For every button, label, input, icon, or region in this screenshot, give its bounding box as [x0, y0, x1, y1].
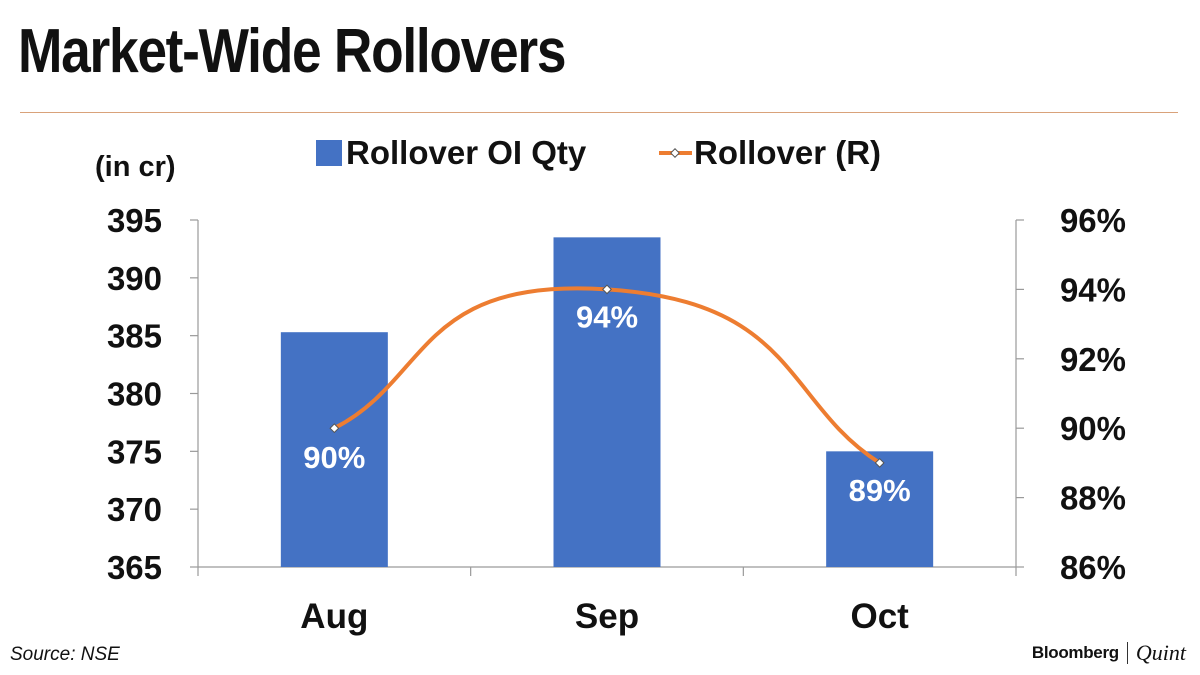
- right-tick-label: 88%: [1060, 480, 1126, 517]
- left-tick-label: 375: [107, 433, 162, 470]
- brand-logo: Bloomberg Quint: [1032, 640, 1186, 666]
- x-category-label: Aug: [300, 597, 368, 636]
- bar-rollover-oi-qty-aug: [280, 332, 388, 567]
- left-tick-label: 385: [107, 318, 162, 355]
- legend-label-rollover: Rollover (R): [694, 134, 881, 171]
- rollover-data-label: 94%: [576, 299, 638, 334]
- legend-label-rollover-oi-qty: Rollover OI Qty: [346, 134, 587, 171]
- brand-primary: Bloomberg: [1031, 643, 1119, 662]
- rollover-data-label: 89%: [849, 473, 911, 508]
- right-tick-label: 86%: [1060, 549, 1126, 586]
- chart-title: Market-Wide Rollovers: [18, 17, 567, 86]
- left-tick-label: 365: [107, 549, 162, 586]
- brand-secondary: Quint: [1135, 640, 1186, 665]
- legend-marker-rollover: [670, 148, 680, 158]
- bar-rollover-oi-qty-oct: [826, 451, 934, 567]
- x-category-label: Sep: [575, 597, 639, 636]
- legend-swatch-rollover-oi-qty: [316, 140, 342, 166]
- right-tick-label: 94%: [1060, 271, 1126, 308]
- right-tick-label: 96%: [1060, 202, 1126, 239]
- left-tick-label: 380: [107, 376, 162, 413]
- line-point-marker: [602, 284, 612, 295]
- left-tick-label: 395: [107, 202, 162, 239]
- brand-divider: [1126, 642, 1128, 664]
- right-tick-label: 90%: [1060, 410, 1126, 447]
- right-tick-label: 92%: [1060, 341, 1126, 378]
- left-tick-label: 390: [107, 260, 162, 297]
- rollover-data-label: 90%: [303, 440, 365, 475]
- line-point-marker: [329, 423, 340, 434]
- x-category-label: Oct: [850, 597, 909, 636]
- left-tick-label: 370: [107, 491, 162, 528]
- line-point-marker: [874, 457, 885, 468]
- title-divider: [20, 112, 1178, 113]
- source-note: Source: NSE: [10, 644, 120, 665]
- left-axis-label: (in cr): [95, 151, 176, 183]
